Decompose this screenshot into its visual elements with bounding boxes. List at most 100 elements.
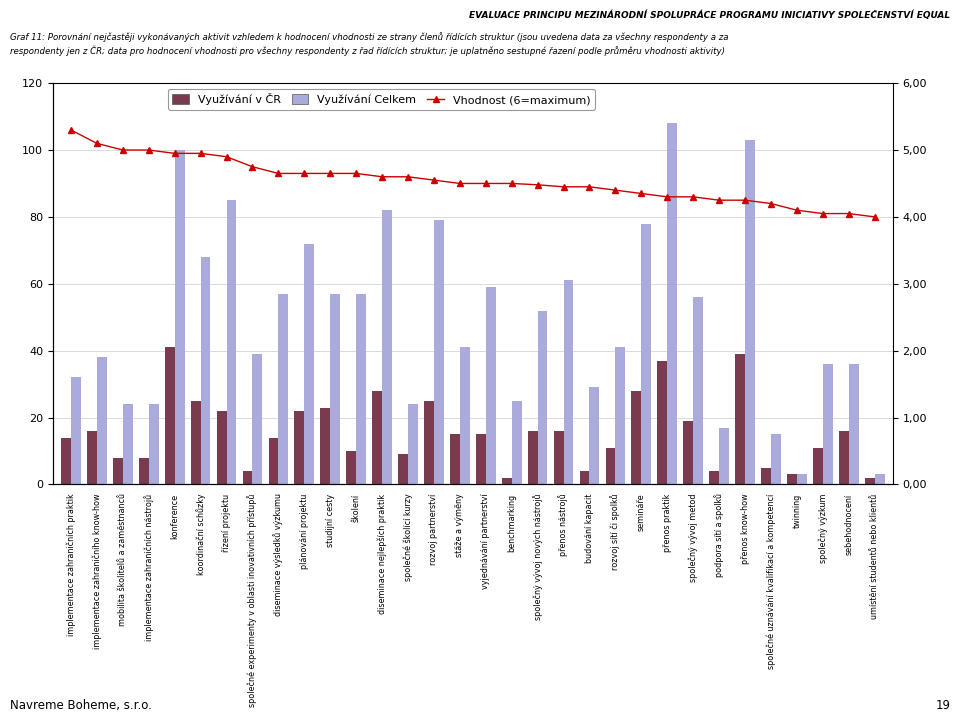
Text: Graf 11: Porovnání nejčastěji vykonávaných aktivit vzhledem k hodnocení vhodnost: Graf 11: Porovnání nejčastěji vykonávaný…	[10, 33, 728, 43]
Bar	[658, 361, 667, 484]
Bar	[217, 411, 227, 484]
Vhodnost (6=maximum)	[143, 146, 155, 155]
Bar	[771, 435, 780, 484]
Vhodnost (6=maximum)	[454, 179, 466, 188]
Text: 19: 19	[935, 699, 950, 712]
Bar	[269, 437, 278, 484]
Text: EVALUACE PRINCIPU MEZINÁRODNÍ SPOLUPRÁCE PROGRAMU INICIATIVY SPOLEČENSTVÍ EQUAL: EVALUACE PRINCIPU MEZINÁRODNÍ SPOLUPRÁCE…	[469, 11, 950, 20]
Vhodnost (6=maximum)	[91, 139, 103, 147]
Vhodnost (6=maximum)	[350, 169, 362, 178]
Bar	[123, 404, 132, 484]
Bar	[71, 377, 81, 484]
Bar	[528, 431, 538, 484]
Bar	[813, 448, 823, 484]
Bar	[330, 294, 340, 484]
Bar	[745, 140, 755, 484]
Vhodnost (6=maximum)	[869, 213, 880, 221]
Vhodnost (6=maximum)	[791, 206, 803, 215]
Bar	[667, 123, 677, 484]
Vhodnost (6=maximum)	[661, 192, 673, 201]
Bar	[252, 354, 262, 484]
Bar	[97, 357, 107, 484]
Bar	[538, 311, 547, 484]
Bar	[191, 401, 201, 484]
Bar	[372, 390, 382, 484]
Bar	[787, 474, 797, 484]
Bar	[61, 437, 71, 484]
Bar	[709, 471, 719, 484]
Bar	[149, 404, 158, 484]
Bar	[227, 200, 236, 484]
Bar	[175, 150, 184, 484]
Vhodnost (6=maximum)	[221, 153, 232, 161]
Vhodnost (6=maximum)	[195, 149, 206, 158]
Bar	[278, 294, 288, 484]
Vhodnost (6=maximum)	[532, 181, 543, 189]
Bar	[797, 474, 806, 484]
Bar	[347, 451, 356, 484]
Bar	[304, 244, 314, 484]
Bar	[554, 431, 564, 484]
Bar	[424, 401, 434, 484]
Bar	[139, 458, 149, 484]
Bar	[589, 388, 599, 484]
Legend: Využívání v ČR, Využívání Celkem, Vhodnost (6=maximum): Využívání v ČR, Využívání Celkem, Vhodno…	[168, 89, 595, 110]
Bar	[606, 448, 615, 484]
Bar	[512, 401, 521, 484]
Bar	[165, 347, 175, 484]
Bar	[875, 474, 884, 484]
Bar	[87, 431, 97, 484]
Bar	[839, 431, 849, 484]
Vhodnost (6=maximum)	[610, 186, 621, 194]
Bar	[201, 257, 210, 484]
Bar	[113, 458, 123, 484]
Vhodnost (6=maximum)	[739, 196, 751, 205]
Vhodnost (6=maximum)	[817, 209, 828, 218]
Text: Navreme Boheme, s.r.o.: Navreme Boheme, s.r.o.	[10, 699, 152, 712]
Bar	[849, 364, 858, 484]
Bar	[243, 471, 252, 484]
Vhodnost (6=maximum)	[765, 199, 777, 208]
Vhodnost (6=maximum)	[169, 149, 180, 158]
Bar	[735, 354, 745, 484]
Bar	[382, 210, 392, 484]
Vhodnost (6=maximum)	[299, 169, 310, 178]
Bar	[823, 364, 832, 484]
Bar	[295, 411, 304, 484]
Vhodnost (6=maximum)	[843, 209, 854, 218]
Vhodnost (6=maximum)	[65, 126, 77, 134]
Vhodnost (6=maximum)	[480, 179, 492, 188]
Bar	[502, 478, 512, 484]
Vhodnost (6=maximum)	[636, 189, 647, 198]
Vhodnost (6=maximum)	[584, 182, 595, 191]
Bar	[408, 404, 418, 484]
Vhodnost (6=maximum)	[687, 192, 699, 201]
Vhodnost (6=maximum)	[428, 176, 440, 184]
Vhodnost (6=maximum)	[247, 163, 258, 171]
Vhodnost (6=maximum)	[402, 172, 414, 181]
Bar	[641, 223, 651, 484]
Vhodnost (6=maximum)	[117, 146, 129, 155]
Bar	[632, 390, 641, 484]
Vhodnost (6=maximum)	[376, 172, 388, 181]
Vhodnost (6=maximum)	[713, 196, 725, 205]
Bar	[398, 454, 408, 484]
Bar	[356, 294, 366, 484]
Bar	[693, 297, 703, 484]
Bar	[476, 435, 486, 484]
Text: respondenty jen z ČR; data pro hodnocení vhodnosti pro všechny respondenty z řad: respondenty jen z ČR; data pro hodnocení…	[10, 46, 725, 56]
Vhodnost (6=maximum)	[273, 169, 284, 178]
Vhodnost (6=maximum)	[558, 182, 569, 191]
Vhodnost (6=maximum)	[324, 169, 336, 178]
Bar	[580, 471, 589, 484]
Bar	[486, 287, 495, 484]
Bar	[684, 421, 693, 484]
Bar	[761, 468, 771, 484]
Bar	[434, 221, 444, 484]
Bar	[450, 435, 460, 484]
Bar	[564, 281, 573, 484]
Vhodnost (6=maximum)	[506, 179, 517, 188]
Bar	[719, 427, 729, 484]
Line: Vhodnost (6=maximum): Vhodnost (6=maximum)	[68, 127, 877, 220]
Bar	[460, 347, 469, 484]
